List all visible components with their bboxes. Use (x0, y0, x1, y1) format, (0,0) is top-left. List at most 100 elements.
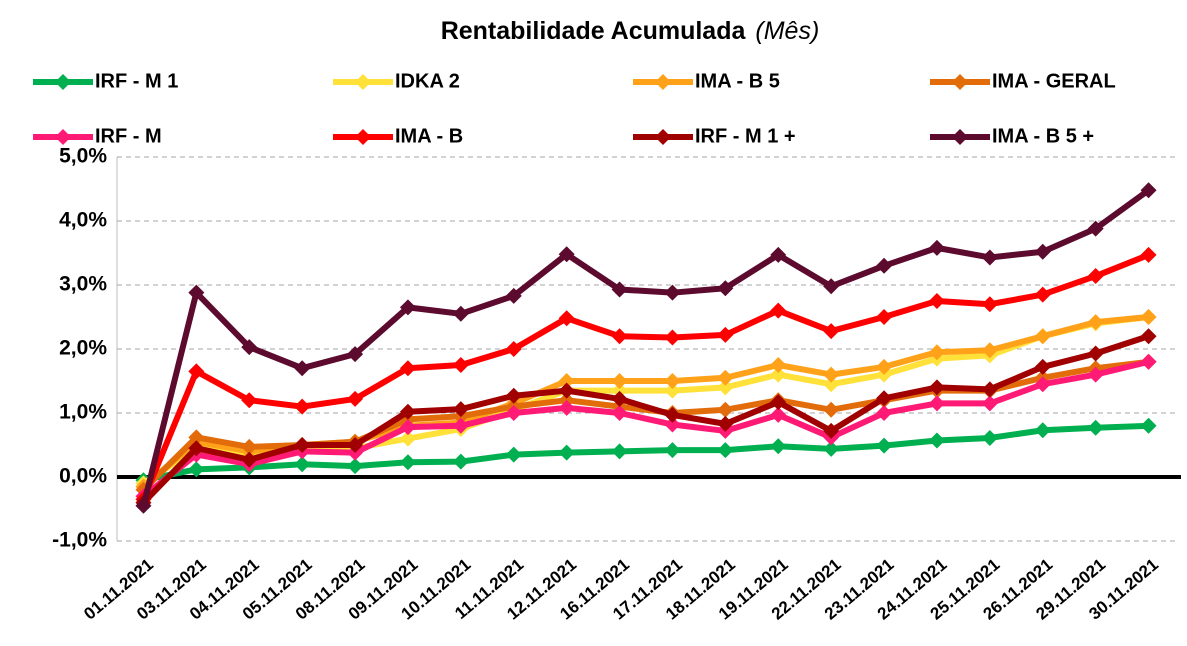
legend-label: IMA - GERAL (992, 70, 1116, 92)
point (928, 379, 945, 396)
point (1087, 345, 1104, 362)
point (399, 430, 416, 447)
point (981, 381, 998, 398)
series (135, 417, 1157, 489)
point (611, 443, 628, 460)
title: Rentabilidade Acumulada (441, 17, 747, 45)
point (347, 346, 364, 363)
point (928, 239, 945, 256)
point (452, 417, 469, 434)
legend-marker (952, 129, 968, 145)
point (928, 293, 945, 309)
point (770, 438, 787, 455)
point (1034, 422, 1051, 439)
legend-marker (655, 129, 671, 145)
point (876, 309, 893, 325)
point (294, 360, 311, 377)
point (1140, 328, 1157, 345)
point (505, 387, 522, 404)
point (981, 249, 998, 266)
point (241, 392, 258, 409)
legend-marker (952, 74, 968, 90)
point (135, 497, 152, 514)
point (823, 278, 840, 295)
y-tick-label: 4,0% (59, 209, 107, 232)
point (664, 442, 681, 459)
y-tick-label: 5,0% (59, 145, 107, 168)
point (823, 366, 840, 383)
point (823, 323, 840, 340)
legend-marker (355, 74, 371, 90)
point (188, 429, 205, 446)
point (241, 451, 258, 468)
point (452, 357, 469, 373)
point (1087, 366, 1104, 383)
point (664, 329, 681, 346)
point (770, 357, 787, 373)
point (241, 339, 258, 356)
point (664, 373, 681, 389)
point (928, 395, 945, 412)
point (505, 287, 522, 304)
point (1087, 220, 1104, 237)
y-tick-label: 2,0% (59, 337, 107, 360)
point (294, 456, 311, 473)
point (770, 394, 787, 411)
point (188, 461, 205, 478)
point (1140, 417, 1157, 434)
point (664, 284, 681, 301)
point (452, 305, 469, 322)
point (981, 395, 998, 412)
point (399, 419, 416, 436)
point (664, 406, 681, 423)
point (1034, 358, 1051, 375)
point (717, 369, 734, 386)
point (347, 390, 364, 407)
legend-marker (355, 129, 371, 145)
legend-marker (655, 74, 671, 90)
point (294, 437, 311, 453)
point (823, 440, 840, 457)
series-line (141, 314, 1149, 486)
point (1140, 182, 1157, 199)
point (558, 246, 575, 263)
legend-label: IRF - M (95, 125, 162, 147)
point (347, 437, 364, 453)
subtitle: (Mês) (755, 17, 819, 45)
legend-label: IDKA 2 (395, 70, 460, 92)
point (347, 458, 364, 475)
chart-title: Rentabilidade Acumulada (Mês) (441, 17, 820, 45)
point (1140, 246, 1157, 263)
point (664, 382, 681, 399)
legend-label: IMA - B 5 (695, 70, 780, 92)
point (981, 296, 998, 313)
point (876, 358, 893, 375)
series-line (141, 333, 1150, 505)
legend-marker (55, 129, 71, 145)
point (770, 246, 787, 263)
point (558, 444, 575, 461)
point (981, 342, 998, 359)
point (876, 405, 893, 421)
point (717, 401, 734, 418)
point (399, 454, 416, 471)
point (928, 432, 945, 449)
point (399, 360, 416, 377)
point (823, 376, 840, 393)
point (611, 373, 628, 389)
point (876, 257, 893, 274)
point (876, 390, 893, 407)
point (1034, 286, 1051, 303)
point (1034, 376, 1051, 393)
point (664, 416, 681, 433)
point (717, 442, 734, 459)
point (294, 398, 311, 415)
point (823, 422, 840, 439)
point (717, 326, 734, 343)
point (611, 281, 628, 298)
point (717, 415, 734, 432)
point (611, 405, 628, 421)
point (611, 382, 628, 399)
point (1087, 419, 1104, 436)
series (135, 182, 1157, 514)
